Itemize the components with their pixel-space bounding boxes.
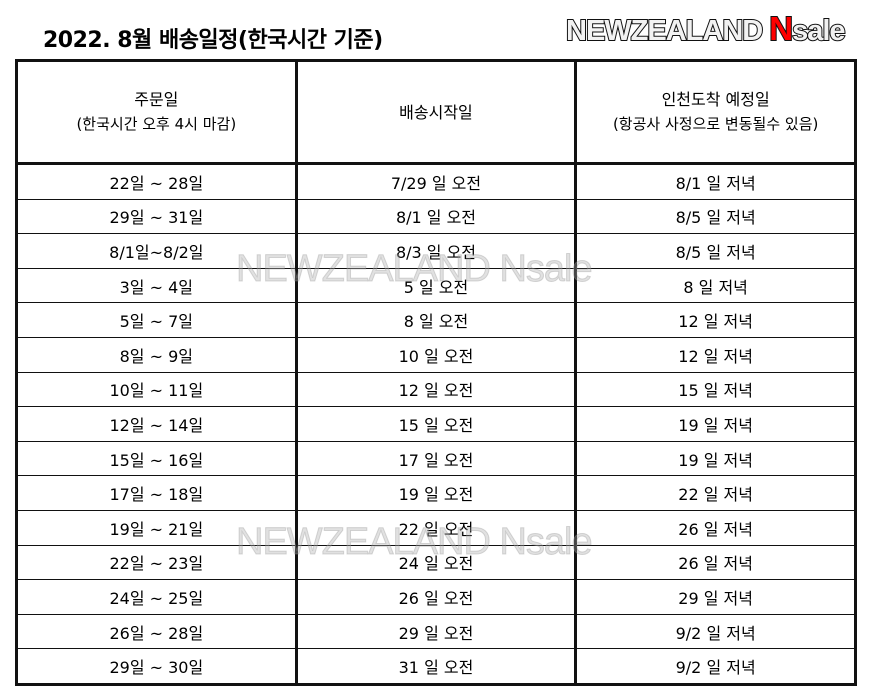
- table-row: 5일 ~ 7일 8 일 오전 12 일 저녁: [16, 302, 856, 338]
- table-cell: 22일 ~ 23일: [16, 544, 298, 581]
- table-cell: 29일 ~ 31일: [16, 198, 298, 235]
- table-cell: 17일 ~ 18일: [16, 475, 298, 511]
- brand-logo: NEWZEALAND Nsale: [565, 9, 847, 48]
- table-cell: 22일 ~ 28일: [16, 163, 298, 200]
- table-cell: 9/2 일 저녁: [575, 613, 856, 650]
- table-cell: 29 일 저녁: [575, 579, 856, 615]
- table-cell: 31 일 오전: [295, 648, 578, 685]
- table-row: 22일 ~ 28일 7/29 일 오전 8/1 일 저녁: [16, 163, 856, 200]
- table-cell: 29일 ~ 30일: [16, 648, 298, 685]
- column-header: 주문일 (한국시간 오후 4시 마감): [16, 60, 298, 165]
- table-cell: 15일 ~ 16일: [16, 440, 298, 477]
- table-row: 17일 ~ 18일 19 일 오전 22 일 저녁: [16, 475, 856, 511]
- table-cell: 26일 ~ 28일: [16, 613, 298, 650]
- table-cell: 5 일 오전: [295, 267, 578, 304]
- table-cell: 19일 ~ 21일: [16, 509, 298, 546]
- table-row: 10일 ~ 11일 12 일 오전 15 일 저녁: [16, 371, 856, 408]
- table-cell: 8/1일~8/2일: [16, 233, 298, 269]
- table-cell: 8 일 저녁: [575, 267, 856, 304]
- table-cell: 12 일 저녁: [575, 302, 856, 338]
- table-cell: 8/1 일 저녁: [575, 163, 856, 200]
- table-row: 29일 ~ 30일 31 일 오전 9/2 일 저녁: [16, 648, 856, 685]
- table-cell: 12 일 오전: [295, 371, 578, 408]
- table-cell: 15 일 오전: [295, 406, 578, 442]
- table-cell: 9/2 일 저녁: [575, 648, 856, 685]
- table-row: 8/1일~8/2일 8/3 일 오전 8/5 일 저녁: [16, 233, 856, 269]
- table-cell: 5일 ~ 7일: [16, 302, 298, 338]
- table-cell: 24 일 오전: [295, 544, 578, 581]
- table-cell: 3일 ~ 4일: [16, 267, 298, 304]
- table-row: 22일 ~ 23일 24 일 오전 26 일 저녁: [16, 544, 856, 581]
- table-cell: 15 일 저녁: [575, 371, 856, 408]
- table-cell: 19 일 오전: [295, 475, 578, 511]
- logo-text-end: sale: [791, 14, 846, 48]
- table-header-row: 주문일 (한국시간 오후 4시 마감) 배송시작일 인천도착 예정일 (항공사 사정으로…: [16, 60, 856, 165]
- table-cell: 17 일 오전: [295, 440, 578, 477]
- table-cell: 12 일 저녁: [575, 336, 856, 373]
- table-cell: 8/5 일 저녁: [575, 233, 856, 269]
- table-cell: 8/3 일 오전: [295, 233, 578, 269]
- logo-text: NEWZEALAND: [565, 14, 764, 48]
- table-cell: 8일 ~ 9일: [16, 336, 298, 373]
- table-cell: 8/5 일 저녁: [575, 198, 856, 235]
- column-header-note: (항공사 사정으로 변동될수 있음): [612, 115, 819, 133]
- table-cell: 26 일 저녁: [575, 509, 856, 546]
- column-header-note: (한국시간 오후 4시 마감): [76, 115, 237, 133]
- table-cell: 22 일 오전: [295, 509, 578, 546]
- table-cell: 10일 ~ 11일: [16, 371, 298, 408]
- column-header: 인천도착 예정일 (항공사 사정으로 변동될수 있음): [575, 60, 856, 165]
- shipping-schedule-table: 주문일 (한국시간 오후 4시 마감) 배송시작일 인천도착 예정일 (항공사 사정으로…: [15, 59, 857, 686]
- table-row: 12일 ~ 14일 15 일 오전 19 일 저녁: [16, 406, 856, 442]
- table-row: 8일 ~ 9일 10 일 오전 12 일 저녁: [16, 336, 856, 373]
- table-cell: 26 일 저녁: [575, 544, 856, 581]
- table-row: 24일 ~ 25일 26 일 오전 29 일 저녁: [16, 579, 856, 615]
- table-cell: 8 일 오전: [295, 302, 578, 338]
- table-cell: 7/29 일 오전: [295, 163, 578, 200]
- table-cell: 12일 ~ 14일: [16, 406, 298, 442]
- logo-accent: N: [768, 9, 794, 48]
- column-header-title: 주문일: [134, 90, 179, 109]
- table-cell: 26 일 오전: [295, 579, 578, 615]
- column-header-title: 인천도착 예정일: [661, 90, 770, 109]
- table-row: 15일 ~ 16일 17 일 오전 19 일 저녁: [16, 440, 856, 477]
- table-row: 29일 ~ 31일 8/1 일 오전 8/5 일 저녁: [16, 198, 856, 235]
- table-cell: 22 일 저녁: [575, 475, 856, 511]
- table-cell: 10 일 오전: [295, 336, 578, 373]
- page-title: 2022. 8월 배송일정(한국시간 기준): [43, 28, 383, 53]
- table-cell: 29 일 오전: [295, 613, 578, 650]
- table-cell: 19 일 저녁: [575, 406, 856, 442]
- table-cell: 24일 ~ 25일: [16, 579, 298, 615]
- table-row: 19일 ~ 21일 22 일 오전 26 일 저녁: [16, 509, 856, 546]
- table-cell: 19 일 저녁: [575, 440, 856, 477]
- table-row: 3일 ~ 4일 5 일 오전 8 일 저녁: [16, 267, 856, 304]
- table-cell: 8/1 일 오전: [295, 198, 578, 235]
- column-header-title: 배송시작일: [399, 102, 473, 122]
- column-header: 배송시작일: [295, 60, 578, 165]
- table-row: 26일 ~ 28일 29 일 오전 9/2 일 저녁: [16, 613, 856, 650]
